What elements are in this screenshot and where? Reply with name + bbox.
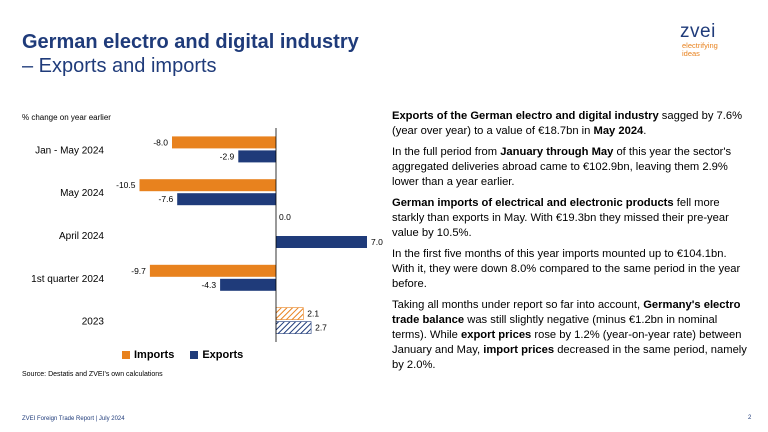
- legend-exports-swatch: [190, 351, 199, 359]
- p1-run-0: Exports of the German electro and digita…: [392, 110, 659, 122]
- chart-unit-label: % change on year earlier: [22, 113, 111, 122]
- title-line-1: German electro and digital industry: [22, 31, 359, 53]
- imports-data-label: -9.7: [131, 266, 146, 276]
- exports-bar: [177, 193, 276, 206]
- p4-run-0: In the first five months of this year im…: [392, 248, 741, 290]
- exports-bar: [275, 321, 312, 334]
- paragraph-1: Exports of the German electro and digita…: [392, 109, 748, 139]
- p5-run-3: export prices: [461, 329, 532, 341]
- footer-report-title: ZVEI Foreign Trade Report | July 2024: [22, 416, 125, 422]
- p2-run-1: January through May: [500, 146, 614, 158]
- exports-data-label: -7.6: [159, 194, 174, 204]
- p3-run-1: fell more starkly than exports in May. W…: [392, 197, 729, 239]
- category-label: April 2024: [59, 231, 104, 242]
- logo-tagline-2: ideas: [682, 49, 700, 58]
- legend-exports: Exports: [190, 349, 243, 361]
- category-label: 2023: [82, 317, 105, 328]
- paragraph-3: German imports of electrical and electro…: [392, 196, 748, 241]
- exports-bar: [238, 150, 276, 163]
- paragraph-2: In the full period from January through …: [392, 145, 748, 190]
- legend-imports-swatch: [122, 351, 130, 359]
- title-line-2: – Exports and imports: [22, 55, 217, 77]
- imports-data-label: 0.0: [279, 212, 291, 222]
- p5-run-1: Germany's electro trade balance: [392, 299, 741, 326]
- legend-imports: Imports: [122, 349, 174, 361]
- imports-data-label: -8.0: [153, 137, 168, 147]
- exports-data-label: -2.9: [220, 151, 235, 161]
- p5-run-0: Taking all months under report so far in…: [392, 299, 644, 311]
- p3-run-0: German imports of electrical and electro…: [392, 197, 674, 209]
- page-number: 2: [748, 415, 752, 421]
- imports-bar: [172, 136, 276, 149]
- imports-data-label: -10.5: [116, 180, 136, 190]
- category-label: May 2024: [60, 188, 104, 199]
- p1-run-2: May 2024: [593, 125, 644, 137]
- exports-data-label: 2.7: [315, 323, 327, 333]
- exports-bar: [276, 236, 367, 248]
- imports-data-label: 2.1: [307, 309, 319, 319]
- imports-bar: [139, 179, 276, 192]
- p5-run-6: decreased in the same period, namely by …: [392, 344, 747, 371]
- logo-tagline-1: electrifying: [682, 41, 718, 50]
- bar-chart: Jan - May 2024 -8.0 -2.9 May 2024 -10.5 -7.6 A…: [31, 128, 383, 342]
- zvei-logo: zvei electrifying ideas: [680, 22, 750, 58]
- p5-run-2: was still slightly negative (minus €1.2b…: [392, 314, 718, 341]
- page-title: German electro and digital industry – Ex…: [22, 30, 359, 78]
- p1-run-1: sagged by 7.6% (year over year) to a val…: [392, 110, 743, 137]
- logo-brand: zvei: [680, 21, 716, 42]
- paragraph-4: In the first five months of this year im…: [392, 247, 748, 292]
- category-label: 1st quarter 2024: [31, 274, 104, 285]
- exports-bar: [220, 278, 276, 291]
- p1-run-3: .: [643, 125, 647, 137]
- exports-data-label: -4.3: [201, 280, 216, 290]
- p2-run-2: of this year the sector's aggregated del…: [392, 146, 732, 188]
- imports-bar: [149, 264, 276, 277]
- text-panel: Exports of the German electro and digita…: [392, 109, 748, 379]
- p5-run-4: rose by 1.2% (year-on-year rate) between…: [392, 329, 742, 356]
- p2-run-0: In the full period from: [392, 146, 501, 158]
- category-label: Jan - May 2024: [35, 145, 104, 156]
- imports-bar: [275, 307, 304, 320]
- chart-source: Source: Destatis and ZVEI's own calculat…: [22, 371, 163, 378]
- legend-imports-label: Imports: [134, 349, 175, 361]
- paragraph-5: Taking all months under report so far in…: [392, 298, 748, 373]
- chart-legend: Imports Exports: [122, 349, 259, 361]
- p5-run-5: import prices: [483, 344, 555, 356]
- exports-data-label: 7.0: [371, 237, 383, 247]
- legend-exports-label: Exports: [202, 349, 244, 361]
